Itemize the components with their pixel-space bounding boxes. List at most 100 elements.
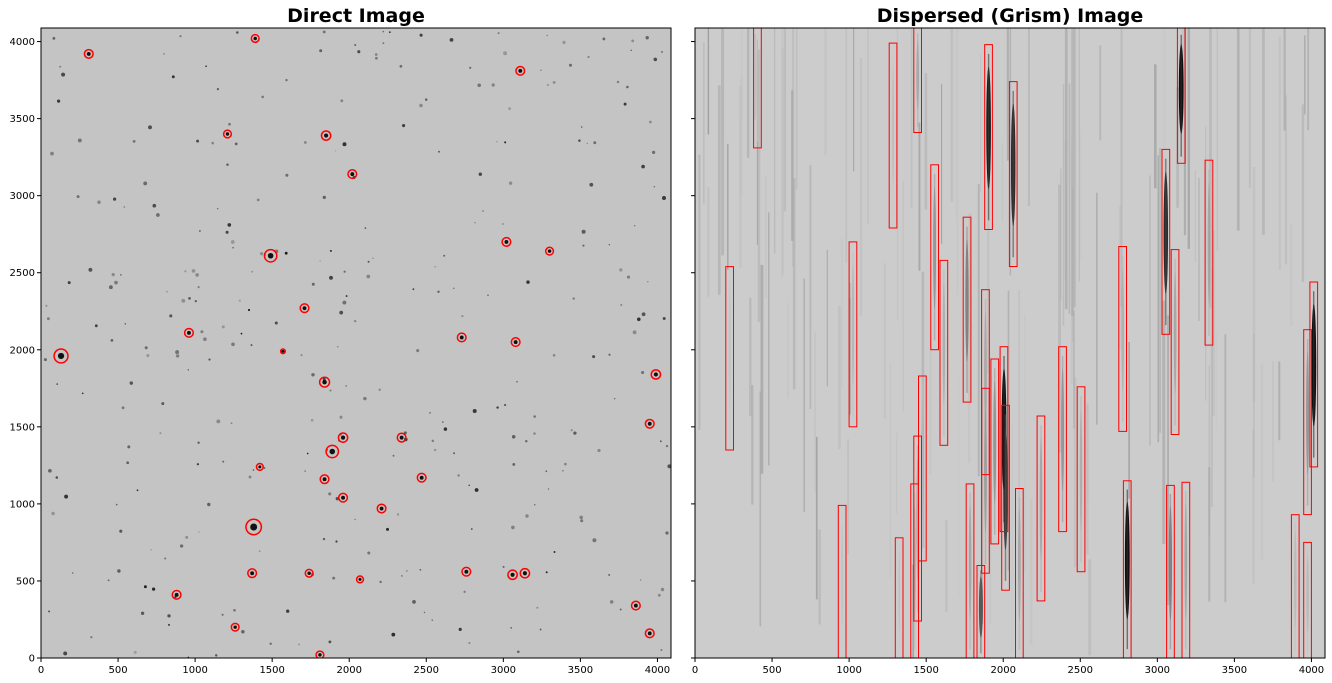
direct-image-source-markers xyxy=(53,33,662,658)
spectral-trace-tail xyxy=(966,226,968,393)
field-star xyxy=(336,345,339,348)
background-streak xyxy=(1120,28,1123,308)
source-core xyxy=(522,571,527,576)
field-star xyxy=(159,432,162,435)
field-star xyxy=(652,150,656,154)
spectral-trace-tail xyxy=(841,513,843,651)
field-star xyxy=(310,418,314,422)
field-star xyxy=(434,266,436,268)
field-star xyxy=(437,290,440,293)
field-star xyxy=(146,354,150,358)
background-streak xyxy=(1194,170,1196,263)
spectral-trace-tail xyxy=(1004,414,1007,581)
field-star xyxy=(81,392,84,395)
field-star xyxy=(120,274,122,276)
source-marker xyxy=(510,337,521,348)
extraction-box xyxy=(1118,246,1128,432)
field-star xyxy=(322,537,326,541)
field-star xyxy=(76,195,80,199)
background-streak xyxy=(1262,28,1265,235)
source-marker xyxy=(183,327,195,338)
field-star xyxy=(334,150,337,152)
spectral-trace-tail xyxy=(892,52,894,219)
field-star xyxy=(251,270,254,273)
source-core xyxy=(329,448,336,455)
background-streak xyxy=(1162,300,1166,544)
field-star xyxy=(342,300,347,305)
extraction-box xyxy=(990,358,1000,545)
source-core xyxy=(281,349,285,353)
field-star xyxy=(634,225,636,227)
x-tick-label: 1500 xyxy=(913,665,938,676)
field-star xyxy=(579,515,583,520)
source-marker xyxy=(507,569,518,581)
grism-image-panel: Dispersed (Grism) Image 0 500 1000 1500 2000… xyxy=(691,5,1326,676)
background-streak xyxy=(1009,28,1012,276)
field-star xyxy=(401,575,403,577)
source-core xyxy=(647,631,652,636)
field-star xyxy=(564,462,567,466)
field-star xyxy=(156,213,160,217)
field-star xyxy=(512,462,516,466)
background-streak xyxy=(845,28,848,263)
field-star xyxy=(468,641,471,645)
field-star xyxy=(241,629,245,634)
source-marker xyxy=(416,472,427,483)
field-star xyxy=(662,196,666,200)
grism-background-streaks xyxy=(698,28,1325,658)
spectral-trace-tail xyxy=(1169,494,1172,650)
field-star xyxy=(382,42,385,45)
background-streak xyxy=(1304,35,1306,115)
field-star xyxy=(148,125,152,130)
source-marker xyxy=(318,376,331,388)
source-core xyxy=(459,335,464,340)
field-star xyxy=(616,80,620,84)
spectral-trace-tail xyxy=(994,368,996,535)
background-streak xyxy=(1118,206,1122,350)
background-streak xyxy=(1096,192,1098,425)
field-star xyxy=(228,122,231,126)
background-streak xyxy=(707,28,710,135)
field-star xyxy=(200,330,204,334)
field-star xyxy=(592,538,597,543)
field-star xyxy=(602,37,606,41)
direct-image-axes-frame xyxy=(40,27,672,659)
background-streak xyxy=(1260,363,1264,560)
background-streak xyxy=(1128,342,1130,499)
background-streak xyxy=(1071,149,1073,385)
field-star xyxy=(608,573,611,576)
background-streak xyxy=(929,269,932,474)
field-star xyxy=(203,337,207,341)
field-star xyxy=(463,590,466,594)
source-marker xyxy=(263,248,278,263)
field-star xyxy=(482,210,484,212)
field-star xyxy=(152,203,157,208)
source-core xyxy=(86,51,91,56)
field-star xyxy=(306,452,309,455)
y-tick-label: 2000 xyxy=(10,345,35,356)
field-star xyxy=(471,528,473,530)
field-star xyxy=(419,103,423,108)
field-star xyxy=(552,80,556,84)
field-star xyxy=(649,120,652,124)
field-star xyxy=(195,273,199,277)
background-streak xyxy=(1209,28,1212,308)
extraction-box xyxy=(1161,148,1171,335)
spectral-trace-tail xyxy=(1180,34,1182,157)
background-streak xyxy=(1272,361,1274,482)
field-star xyxy=(468,484,470,487)
field-star xyxy=(88,267,93,272)
field-star xyxy=(626,85,629,89)
field-star xyxy=(179,35,182,38)
source-marker xyxy=(337,492,349,503)
background-streak xyxy=(1087,402,1089,503)
field-star xyxy=(167,614,171,618)
field-star xyxy=(496,406,499,409)
field-star xyxy=(372,257,374,260)
field-star xyxy=(163,53,165,55)
field-star xyxy=(48,610,51,613)
source-core xyxy=(322,379,327,385)
field-star xyxy=(63,651,68,656)
spectral-trace-tail xyxy=(984,397,987,564)
field-star xyxy=(90,635,93,639)
